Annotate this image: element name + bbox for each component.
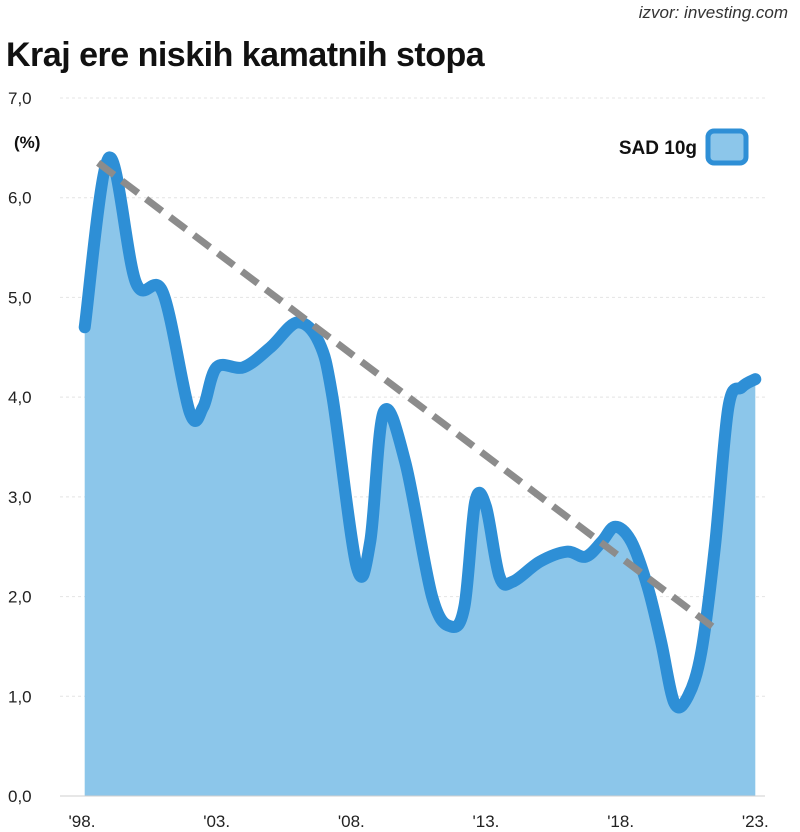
x-tick-label: '23.	[742, 812, 769, 831]
y-tick-label: 6,0	[8, 189, 32, 208]
legend-label: SAD 10g	[619, 138, 697, 159]
y-tick-label: 3,0	[8, 488, 32, 507]
legend-swatch	[705, 128, 749, 166]
legend: SAD 10g	[619, 128, 749, 166]
y-tick-label: 1,0	[8, 687, 32, 706]
y-axis: 0,0 1,0 2,0 3,0 4,0 5,0 6,0 7,0	[8, 89, 32, 806]
x-tick-label: '18.	[607, 812, 634, 831]
y-tick-label: 4,0	[8, 388, 32, 407]
x-tick-label: '08.	[338, 812, 365, 831]
source-label: izvor: investing.com	[638, 3, 788, 22]
y-tick-label: 5,0	[8, 288, 32, 307]
y-tick-label: 0,0	[8, 787, 32, 806]
x-tick-label: '98.	[69, 812, 96, 831]
x-axis: '98. '03. '08. '13. '18. '23.	[69, 812, 769, 831]
series-line	[78, 151, 762, 714]
series-area-fill	[84, 157, 756, 796]
x-tick-label: '03.	[203, 812, 230, 831]
trend-line	[96, 160, 715, 630]
y-tick-label: 2,0	[8, 588, 32, 607]
chart-title: Kraj ere niskih kamatnih stopa	[6, 36, 485, 74]
y-tick-label: 7,0	[8, 89, 32, 108]
x-tick-label: '13.	[473, 812, 500, 831]
y-axis-unit-label: (%)	[14, 133, 40, 152]
